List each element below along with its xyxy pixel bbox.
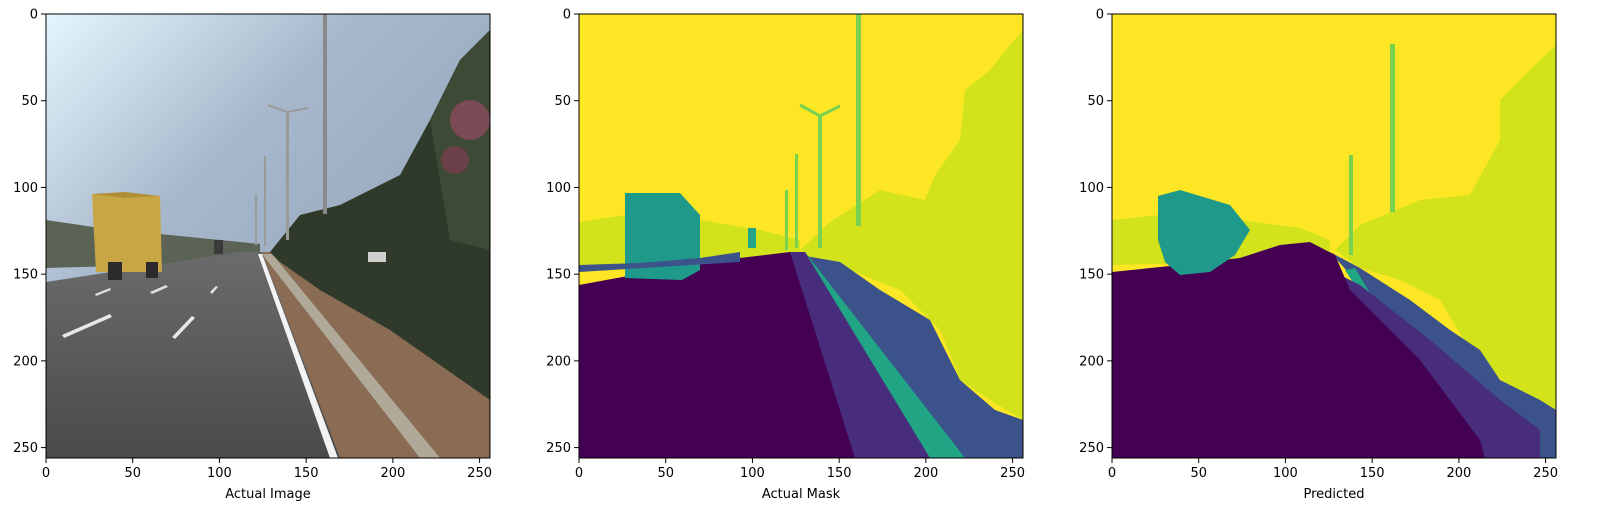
y-ticks: 0 50 100 150 200 250 [546, 8, 579, 456]
x-axis-label: Actual Image [225, 487, 311, 502]
y-tick-label: 250 [1079, 441, 1104, 456]
x-axis-label: Predicted [1303, 487, 1364, 502]
y-tick-label: 200 [1079, 354, 1104, 369]
y-tick-label: 100 [546, 181, 571, 196]
photo-image [46, 14, 490, 458]
x-tick-label: 200 [913, 466, 938, 481]
mask-image [1112, 14, 1556, 458]
x-tick-label: 150 [1360, 466, 1385, 481]
x-tick-label: 0 [42, 466, 50, 481]
y-tick-label: 250 [13, 441, 38, 456]
x-tick-label: 0 [575, 466, 583, 481]
x-tick-label: 250 [1000, 466, 1025, 481]
y-tick-label: 200 [546, 354, 571, 369]
y-tick-label: 150 [1079, 268, 1104, 283]
x-ticks: 0 50 100 150 200 250 [1108, 458, 1558, 481]
axes-frame [1111, 13, 1557, 459]
y-tick-label: 100 [1079, 181, 1104, 196]
y-tick-label: 100 [13, 181, 38, 196]
x-tick-label: 150 [827, 466, 852, 481]
y-ticks: 0 50 100 150 200 250 [13, 8, 46, 456]
x-tick-label: 250 [467, 466, 492, 481]
x-ticks: 0 50 100 150 200 250 [575, 458, 1025, 481]
x-tick-label: 200 [1446, 466, 1471, 481]
x-tick-label: 100 [207, 466, 232, 481]
x-tick-label: 50 [1190, 466, 1207, 481]
y-tick-label: 0 [563, 8, 571, 23]
axes-frame [45, 13, 491, 459]
y-tick-label: 50 [554, 94, 571, 109]
panel-predicted: 0 50 100 150 200 250 0 50 100 150 200 250 Predicte… [1079, 8, 1558, 503]
x-tick-label: 100 [1273, 466, 1298, 481]
x-tick-label: 50 [657, 466, 674, 481]
y-ticks: 0 50 100 150 200 250 [1079, 8, 1112, 456]
panel-actual-mask: 0 50 100 150 200 250 0 50 100 150 200 250 Actual M… [546, 8, 1025, 503]
x-tick-label: 250 [1533, 466, 1558, 481]
mask-image [579, 14, 1023, 458]
x-tick-label: 150 [294, 466, 319, 481]
y-tick-label: 50 [1087, 94, 1104, 109]
x-tick-label: 200 [380, 466, 405, 481]
y-tick-label: 150 [546, 268, 571, 283]
y-tick-label: 200 [13, 354, 38, 369]
x-tick-label: 100 [740, 466, 765, 481]
y-tick-label: 50 [21, 94, 38, 109]
x-axis-label: Actual Mask [762, 487, 841, 502]
y-tick-label: 0 [30, 8, 38, 23]
y-tick-label: 0 [1096, 8, 1104, 23]
axes-frame [578, 13, 1024, 459]
x-tick-label: 50 [124, 466, 141, 481]
panel-actual-image: 0 50 100 150 200 250 0 50 100 150 200 250 Actual I… [13, 8, 492, 503]
y-tick-label: 250 [546, 441, 571, 456]
y-tick-label: 150 [13, 268, 38, 283]
x-tick-label: 0 [1108, 466, 1116, 481]
x-ticks: 0 50 100 150 200 250 [42, 458, 492, 481]
